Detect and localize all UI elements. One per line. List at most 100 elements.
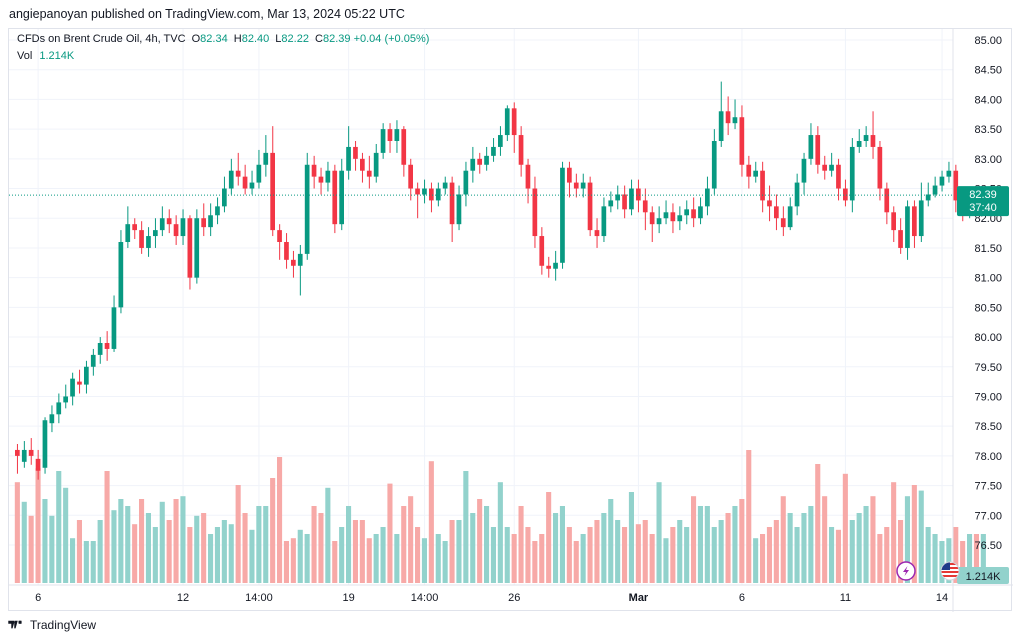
volume-bar [704,506,710,583]
volume-bar [387,483,393,583]
x-tick-label: 6 [739,592,745,604]
volume-bar [870,496,876,583]
volume-bar [663,538,669,583]
volume-bar [263,506,269,583]
chart-frame[interactable]: 85.0084.5084.0083.5083.0082.5082.0081.50… [8,28,1013,612]
candle-body [429,188,434,201]
candle-body [56,402,62,415]
volume-bar [622,527,628,583]
volume-bar [484,506,490,583]
volume-bar [670,527,676,583]
volume-bar [490,527,496,583]
volume-bar [442,541,448,583]
candle-body [622,194,627,210]
candle-body [539,236,545,266]
candle-body [891,212,896,231]
candle-body [256,164,262,183]
volume-bar [877,534,883,583]
candle-body [587,182,593,231]
volume-bar [842,473,848,583]
candle-body [387,129,393,141]
candle-body [739,117,745,165]
volume-bar [463,471,469,583]
candlestick-chart[interactable]: 85.0084.5084.0083.5083.0082.5082.0081.50… [9,29,1013,612]
volume-bar [891,482,897,583]
candle-body [173,224,179,237]
volume-bar [435,534,441,583]
volume-bar [97,520,103,583]
volume-bar [228,524,234,583]
candle-body [49,414,55,424]
candle-body [284,242,289,260]
lightning-icon[interactable] [896,561,916,581]
candle-body [28,449,34,456]
candle-body [277,230,282,242]
candle-body [77,381,82,385]
candle-body [42,420,48,468]
y-tick-label: 82.00 [974,213,1002,225]
volume-bar [656,482,662,583]
candle-body [843,188,848,201]
volume-bar [925,527,931,583]
volume-bar [532,541,538,583]
candle-body [242,176,248,189]
candle-body [580,182,586,189]
volume-bar [76,520,82,583]
volume-bar [518,506,524,583]
volume-bar [297,529,303,583]
volume-bar [918,490,924,583]
volume-bar [428,461,434,583]
us-flag-icon[interactable] [940,561,960,581]
candle-body [194,218,200,278]
volume-bar [304,534,310,583]
y-tick-label: 79.50 [974,362,1002,374]
y-tick-label: 77.00 [974,510,1002,522]
volume-bar [587,527,593,583]
legend-high: 82.40 [241,33,270,45]
volume-bar [152,527,158,583]
volume-bar [601,513,607,583]
candle-body [339,170,344,225]
volume-bar [801,513,807,583]
volume-bar [525,527,531,583]
candle-body [525,164,531,189]
candle-body [642,200,648,213]
candle-body [822,164,827,171]
candle-body [84,366,89,385]
volume-bar [967,534,973,583]
candle-body [97,343,103,355]
volume-bar [63,487,69,583]
volume-bar [739,499,745,583]
volume-bar [249,529,255,583]
volume-bar [277,457,283,583]
volume-bar [566,527,572,583]
candle-body [594,230,600,237]
candle-body [774,206,779,219]
y-tick-label: 84.50 [974,65,1002,77]
volume-bar [829,527,835,583]
candle-body [546,265,551,269]
legend-low: 82.22 [281,33,309,45]
candle-body [187,218,193,278]
volume-bar [180,496,186,583]
x-tick-label: 6 [35,592,41,604]
candle-body [180,218,186,237]
candle-body [449,182,455,225]
volume-bar [283,541,289,583]
x-tick-label: 19 [343,592,355,604]
volume-bar [939,541,945,583]
candle-body [484,155,489,165]
volume-bar [760,534,766,583]
candle-body [801,158,807,183]
volume-bar [677,520,683,583]
candle-body [422,188,427,195]
volume-bar [628,492,634,583]
candle-body [491,146,496,156]
volume-bar [373,534,379,583]
candle-body [870,135,876,147]
volume-bar [35,468,41,583]
volume-bar [684,527,690,583]
candle-body [532,188,538,237]
volume-bar [208,534,214,583]
volume-bar [946,538,952,583]
